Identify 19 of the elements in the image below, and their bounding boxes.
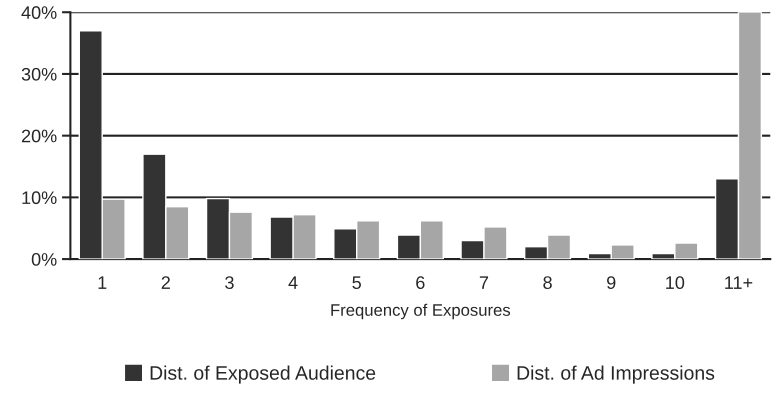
x-tick-label: 3 <box>225 276 234 290</box>
legend-label: Dist. of Ad Impressions <box>518 366 714 384</box>
x-tick-label: 10 <box>666 276 684 290</box>
x-tick-label: 1 <box>98 276 106 289</box>
x-tick-label: 8 <box>543 276 552 290</box>
x-tick-label: 5 <box>352 276 361 290</box>
y-tick-label: 10% <box>22 191 57 204</box>
y-tick-label: 0% <box>32 253 57 266</box>
y-tick-label: 20% <box>22 130 57 142</box>
legend-label: Dist. of Exposed Audience <box>150 366 376 384</box>
x-tick-label: 11+ <box>725 276 752 289</box>
x-tick-label: 9 <box>607 276 616 290</box>
y-tick-label: 30% <box>22 68 57 81</box>
x-tick-label: 6 <box>416 276 425 290</box>
x-tick-label: 7 <box>480 276 488 289</box>
x-tick-label: 4 <box>288 276 298 289</box>
y-tick-label: 40% <box>21 6 57 19</box>
x-tick-label: 2 <box>162 276 170 289</box>
x-axis-title: Frequency of Exposures <box>331 304 510 320</box>
